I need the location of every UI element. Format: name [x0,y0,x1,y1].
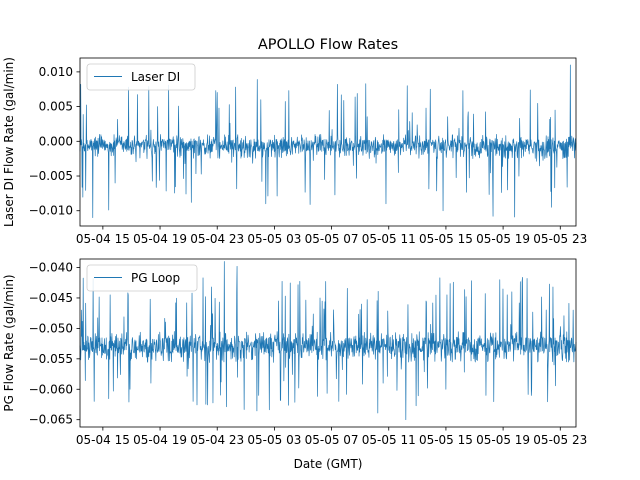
pg-loop-y-tick-label: −0.045 [29,291,73,305]
pg-loop-x-tick-label: 05-04 23 [190,433,244,447]
laser-di-legend: Laser DI [86,63,196,91]
pg-loop-y-tick-label: −0.060 [29,382,73,396]
laser-di-y-tick-label: −0.010 [29,204,73,218]
laser-di-y-tick-label: −0.005 [29,169,73,183]
laser-di-x-tick-label: 05-05 23 [533,232,587,246]
pg-loop-x-ticks: 05-04 15 05-04 19 05-04 23 05-05 03 05-05 07… [76,427,587,447]
laser-di-legend-box [86,63,196,91]
laser-di-x-tick-label: 05-05 15 [419,232,473,246]
pg-loop-legend-label: PG Loop [131,271,180,285]
pg-loop-y-tick-label: −0.040 [29,261,73,275]
laser-di-x-tick-label: 05-04 15 [76,232,130,246]
pg-loop-x-tick-label: 05-05 19 [476,433,530,447]
pg-loop-y-ticks: −0.040 −0.045 −0.050 −0.055 −0.060 −0.065 [29,261,80,427]
laser-di-y-ticks: 0.010 0.005 0.000 −0.005 −0.010 [29,65,80,218]
laser-di-x-tick-label: 05-05 03 [247,232,301,246]
pg-loop-x-tick-label: 05-05 11 [362,433,416,447]
laser-di-x-tick-label: 05-05 19 [476,232,530,246]
laser-di-axes-frame [79,57,577,227]
pg-loop-axes-frame [79,258,577,428]
pg-loop-y-axis-label: PG Flow Rate (gal/min) [2,274,16,411]
laser-di-legend-label: Laser DI [131,70,180,84]
laser-di-x-tick-label: 05-05 07 [305,232,359,246]
laser-di-series-line [79,64,577,219]
pg-loop-x-tick-label: 05-05 23 [533,433,587,447]
pg-loop-x-tick-label: 05-04 19 [133,433,187,447]
pg-loop-y-tick-label: −0.050 [29,321,73,335]
pg-loop-panel: 05-04 15 05-04 19 05-04 23 05-05 03 05-05 07… [2,258,587,471]
pg-loop-x-tick-label: 05-05 07 [305,433,359,447]
laser-di-series-group [79,64,577,219]
pg-loop-series-group [79,261,577,421]
pg-loop-x-tick-label: 05-04 15 [76,433,130,447]
laser-di-y-tick-label: 0.005 [39,100,73,114]
laser-di-y-tick-label: 0.000 [39,134,73,148]
chart-title: APOLLO Flow Rates [258,37,398,53]
laser-di-x-tick-label: 05-04 19 [133,232,187,246]
laser-di-x-tick-label: 05-04 23 [190,232,244,246]
pg-loop-legend: PG Loop [86,264,198,292]
pg-loop-x-tick-label: 05-05 15 [419,433,473,447]
laser-di-x-tick-label: 05-05 11 [362,232,416,246]
x-axis-label: Date (GMT) [294,457,363,471]
pg-loop-y-tick-label: −0.055 [29,352,73,366]
laser-di-x-ticks: 05-04 15 05-04 19 05-04 23 05-05 03 05-05 07… [76,226,587,246]
pg-loop-series-line [79,261,577,421]
laser-di-panel: 05-04 15 05-04 19 05-04 23 05-05 03 05-05 07… [2,57,587,246]
laser-di-y-tick-label: 0.010 [39,65,73,79]
laser-di-y-axis-label: Laser DI Flow Rate (gal/min) [2,57,16,227]
pg-loop-legend-box [86,264,198,292]
pg-loop-y-tick-label: −0.065 [29,413,73,427]
pg-loop-x-tick-label: 05-05 03 [247,433,301,447]
